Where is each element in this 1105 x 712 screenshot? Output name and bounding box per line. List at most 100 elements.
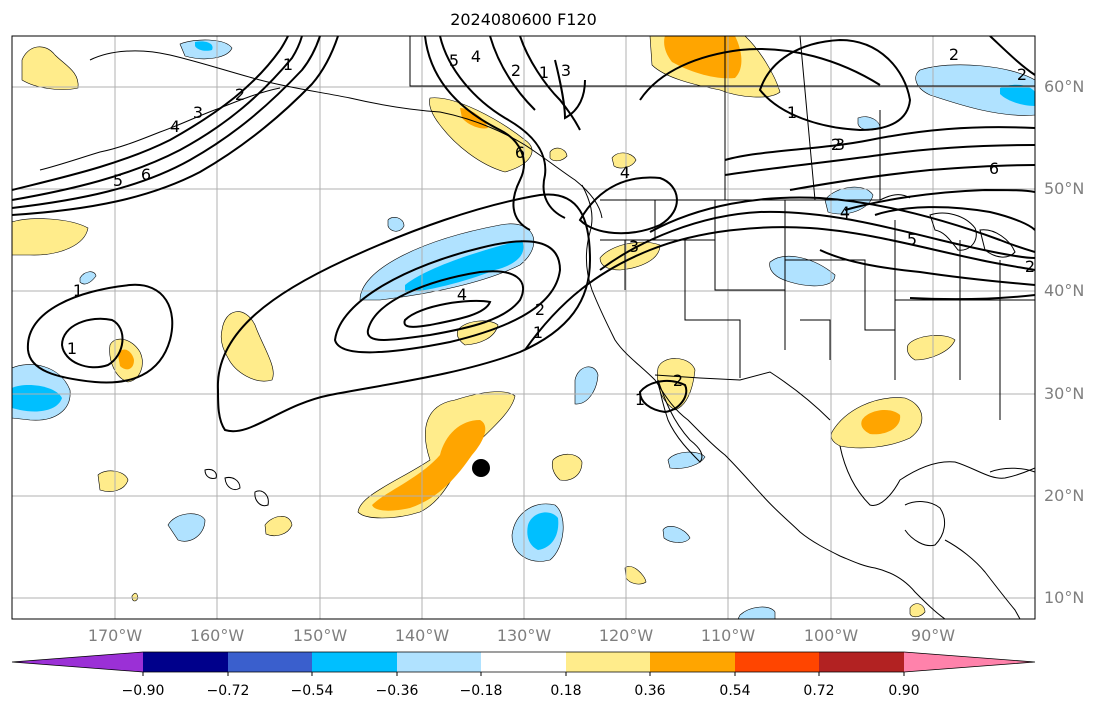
contour-value-label: 5 <box>449 51 459 70</box>
latitude-label: 50°N <box>1044 179 1085 198</box>
colorbar-bin <box>228 652 312 672</box>
contour-line <box>789 164 1035 191</box>
contour-value-label: 2 <box>673 371 683 390</box>
contour-value-label: 1 <box>635 390 645 409</box>
colorbar-tick-label: −0.54 <box>290 683 334 699</box>
contour-value-label: 4 <box>471 47 481 66</box>
shade-light-yellow-region <box>429 97 533 173</box>
colorbar-bin <box>481 652 566 672</box>
colorbar-extend-high <box>904 652 1035 672</box>
shade-light-yellow-region <box>264 516 293 536</box>
shade-light-blue-region <box>737 606 776 619</box>
contour-value-label: 2 <box>511 61 521 80</box>
us-state-border <box>684 240 741 378</box>
yucatan-coast <box>904 501 946 547</box>
longitude-label: 140°W <box>394 626 450 645</box>
contour-line <box>758 38 912 132</box>
contour-line <box>12 36 303 201</box>
colorbar-tick-label: −0.90 <box>121 683 165 699</box>
shade-orange-region <box>118 349 134 370</box>
contour-value-label: 2 <box>535 300 545 319</box>
colorbar-extend-low <box>12 652 143 672</box>
contour-line <box>638 379 688 414</box>
colorbar-tick-label: 0.18 <box>550 683 582 699</box>
shade-orange-region <box>861 409 901 435</box>
colorbar-bin <box>650 652 735 672</box>
contour-value-label: 5 <box>113 171 123 190</box>
contour-value-label: 4 <box>620 163 630 182</box>
shade-light-yellow-region <box>906 335 956 361</box>
colorbar <box>11 651 1036 676</box>
shade-light-yellow-region <box>549 147 568 162</box>
map-frame <box>11 35 1036 620</box>
longitude-label: 100°W <box>803 626 859 645</box>
contour-value-label: 1 <box>539 63 549 82</box>
canada-province-border <box>409 36 560 87</box>
contour-line <box>519 36 581 131</box>
canada-province-border <box>799 36 816 201</box>
contour-line <box>12 36 339 216</box>
coastline-layer <box>39 36 1035 619</box>
contour-value-label: 4 <box>457 285 467 304</box>
colorbar-tick-label: −0.18 <box>459 683 503 699</box>
contour-value-label: 3 <box>629 237 639 256</box>
shade-light-blue-region <box>387 217 405 232</box>
cuba-coastline <box>989 467 1035 473</box>
baja-peninsula <box>657 379 703 463</box>
contour-line <box>844 188 1035 211</box>
shade-blue-region <box>405 240 524 292</box>
hawaii-islands <box>254 490 269 507</box>
shade-light-blue-region <box>167 513 206 542</box>
latitude-label: 40°N <box>1044 281 1085 300</box>
longitude-label: 120°W <box>598 626 654 645</box>
contour-line <box>819 249 1035 286</box>
contour-value-label: 6 <box>515 143 525 162</box>
latitude-label: 20°N <box>1044 486 1085 505</box>
contour-layer <box>12 36 1035 433</box>
colorbar-tick-label: 0.36 <box>634 683 666 699</box>
shade-blue-region <box>12 385 62 412</box>
shade-light-blue-region <box>667 451 706 469</box>
contour-value-label: 1 <box>283 55 293 74</box>
great-lakes <box>979 229 1016 258</box>
shade-light-blue-region <box>769 255 836 287</box>
colorbar-tick-label: 0.54 <box>719 683 751 699</box>
contour-line <box>578 176 678 235</box>
contour-line <box>554 59 586 120</box>
contour-line <box>639 48 881 101</box>
shade-light-yellow-region <box>97 470 129 492</box>
colorbar-bin <box>397 652 481 672</box>
colorbar-tick-label: −0.36 <box>375 683 419 699</box>
shade-blue-region <box>1000 84 1035 106</box>
colorbar-bin <box>566 652 650 672</box>
gulf-coast <box>839 445 1035 506</box>
longitude-label: 130°W <box>496 626 552 645</box>
contour-value-label: 1 <box>67 339 77 358</box>
shade-light-yellow-region <box>12 218 89 256</box>
alaska-coastline <box>89 50 603 219</box>
contour-line <box>724 126 1035 161</box>
latitude-label: 30°N <box>1044 384 1085 403</box>
longitude-label: 170°W <box>87 626 143 645</box>
shade-light-yellow-region <box>131 592 139 602</box>
shade-light-blue-region <box>574 366 599 405</box>
us-state-border <box>785 259 895 331</box>
shading-layer <box>12 36 1035 619</box>
contour-value-label: 3 <box>193 103 203 122</box>
contour-value-label: 6 <box>141 165 151 184</box>
us-state-border <box>800 319 831 360</box>
longitude-label: 110°W <box>700 626 756 645</box>
longitude-label: 160°W <box>189 626 245 645</box>
contour-line <box>366 270 525 341</box>
great-lakes <box>929 212 977 251</box>
contour-value-label: 4 <box>840 203 850 222</box>
shade-light-blue-region <box>662 526 691 543</box>
contour-value-label: 4 <box>170 117 180 136</box>
colorbar-bin <box>735 652 819 672</box>
contour-line <box>333 240 562 354</box>
longitude-label: 150°W <box>292 626 348 645</box>
shade-light-yellow-region <box>21 46 79 90</box>
contour-line <box>524 226 1035 351</box>
contour-value-label: 1 <box>533 323 543 342</box>
